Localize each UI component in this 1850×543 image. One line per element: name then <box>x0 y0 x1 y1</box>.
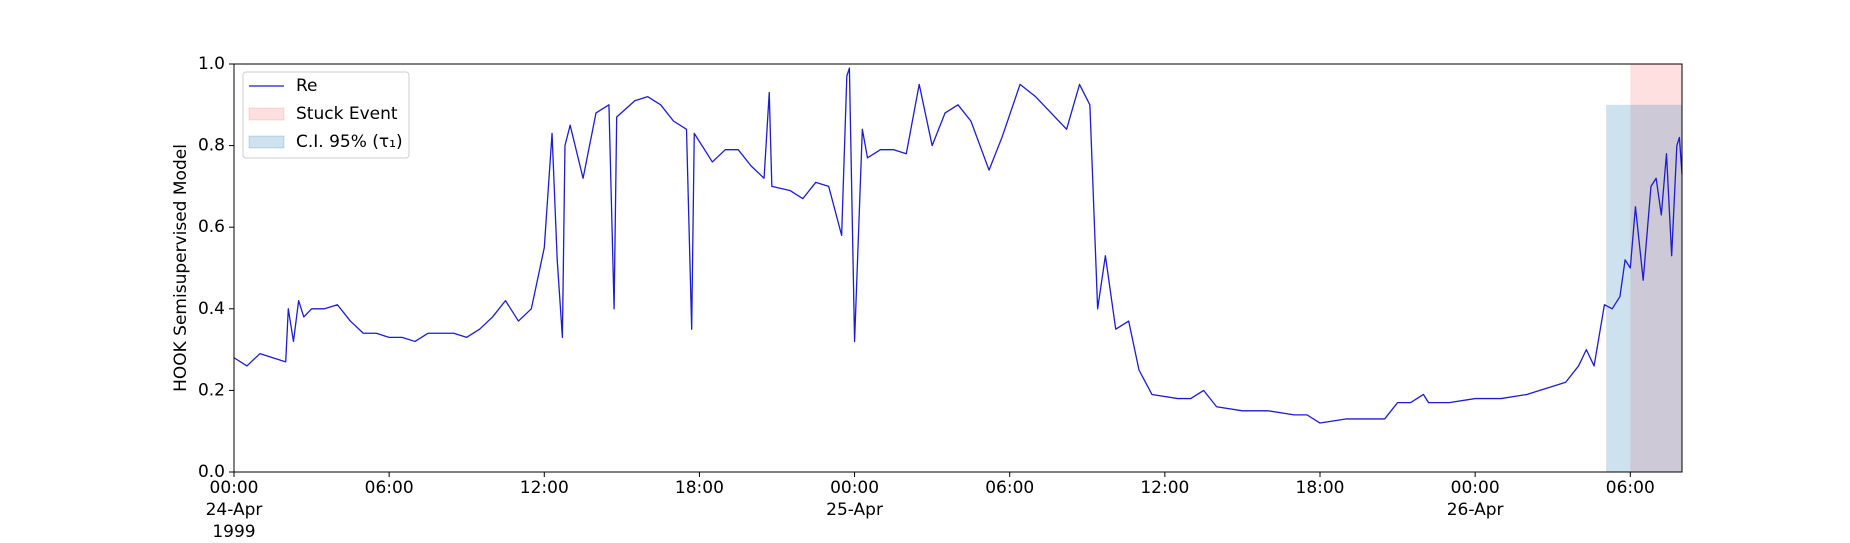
legend-swatch <box>248 135 285 149</box>
x-tick-label: 06:00 <box>985 478 1035 498</box>
y-axis-label: HOOK Semisupervised Model <box>171 144 191 392</box>
x-tick-label: 12:00 <box>1140 478 1190 498</box>
plot-frame <box>233 63 1683 473</box>
y-tick-label: 1.0 <box>198 54 225 74</box>
legend-label: C.I. 95% (τ₁) <box>296 132 403 152</box>
y-tick-label: 0.6 <box>198 217 225 237</box>
legend-swatch <box>248 107 285 121</box>
page: HOOK Semisupervised Model 0.0 0.2 0.4 0.6 0.… <box>171 54 1683 542</box>
x-tick-label: 00:00 24-Apr 1999 <box>205 478 263 542</box>
chart: HOOK Semisupervised Model 0.0 0.2 0.4 0.6 0.… <box>171 54 1683 482</box>
x-tick-label: 06:00 <box>364 478 414 498</box>
x-tick-label: 00:00 26-Apr <box>1446 478 1504 520</box>
x-tick-label: 18:00 <box>1295 478 1345 498</box>
legend: Re Stuck Event C.I. 95% (τ₁) <box>242 71 410 159</box>
y-tick-label: 0.4 <box>198 299 225 319</box>
data-line <box>233 67 1683 424</box>
region <box>1630 64 1682 472</box>
legend-label: Re <box>296 76 318 96</box>
x-tick-label: 00:00 25-Apr <box>826 478 883 520</box>
legend-box <box>242 71 410 159</box>
legend-label: Stuck Event <box>296 104 398 124</box>
x-tick-label: 06:00 <box>1605 478 1655 498</box>
x-tick-label: 12:00 <box>519 478 569 498</box>
y-tick-label: 0.0 <box>198 462 225 482</box>
y-tick-label: 0.8 <box>198 136 225 156</box>
y-tick-label: 0.2 <box>198 380 225 400</box>
region <box>1606 104 1682 473</box>
x-tick-label: 18:00 <box>674 478 724 498</box>
